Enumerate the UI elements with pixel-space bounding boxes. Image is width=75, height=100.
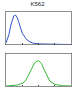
svg-text:K562: K562 bbox=[30, 1, 45, 7]
